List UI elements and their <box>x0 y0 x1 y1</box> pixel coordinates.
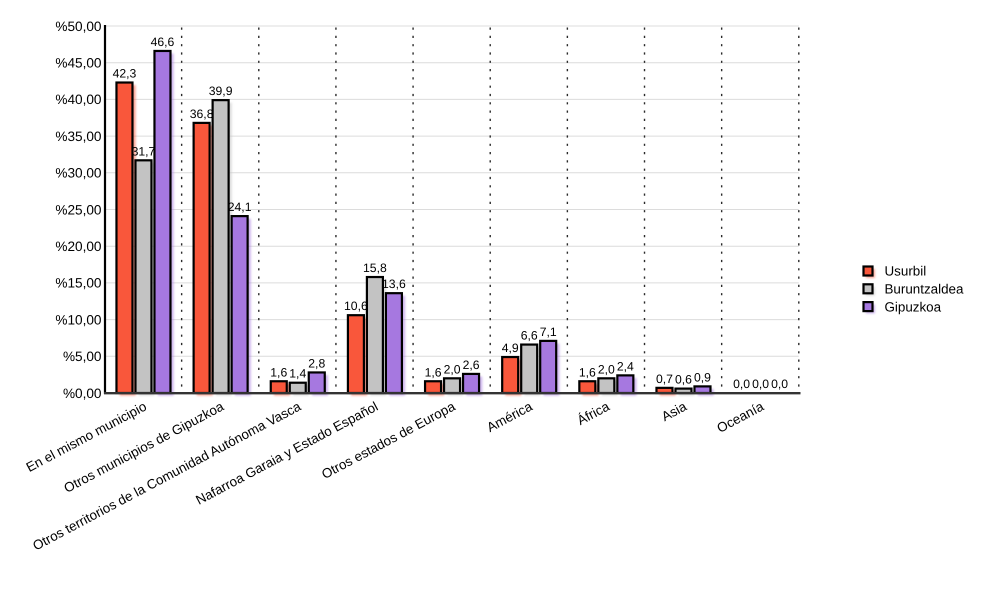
svg-text:%40,00: %40,00 <box>55 92 102 107</box>
svg-text:%20,00: %20,00 <box>55 239 102 254</box>
svg-text:36,8: 36,8 <box>190 107 214 121</box>
svg-text:2,4: 2,4 <box>617 359 634 373</box>
svg-text:%30,00: %30,00 <box>55 166 102 181</box>
svg-text:%5,00: %5,00 <box>63 349 102 364</box>
svg-text:0,6: 0,6 <box>675 373 692 387</box>
svg-text:0,0: 0,0 <box>752 377 769 391</box>
svg-text:%10,00: %10,00 <box>55 312 102 327</box>
svg-text:%35,00: %35,00 <box>55 129 102 144</box>
svg-text:Gipuzkoa: Gipuzkoa <box>885 299 942 314</box>
svg-text:31,7: 31,7 <box>132 144 156 158</box>
svg-text:46,6: 46,6 <box>151 35 175 49</box>
svg-text:%0,00: %0,00 <box>63 386 102 401</box>
svg-text:2,0: 2,0 <box>598 362 615 376</box>
svg-text:0,9: 0,9 <box>694 370 711 384</box>
svg-text:39,9: 39,9 <box>209 84 233 98</box>
svg-text:13,6: 13,6 <box>382 277 406 291</box>
svg-text:42,3: 42,3 <box>113 67 137 81</box>
svg-text:0,7: 0,7 <box>656 372 673 386</box>
svg-text:2,6: 2,6 <box>463 358 480 372</box>
svg-text:%25,00: %25,00 <box>55 202 102 217</box>
svg-text:0,0: 0,0 <box>771 377 788 391</box>
svg-text:1,6: 1,6 <box>579 365 596 379</box>
svg-text:2,0: 2,0 <box>444 362 461 376</box>
svg-text:4,9: 4,9 <box>502 341 519 355</box>
svg-text:2,8: 2,8 <box>308 356 325 370</box>
svg-text:%45,00: %45,00 <box>55 56 102 71</box>
svg-text:1,6: 1,6 <box>425 365 442 379</box>
svg-text:%50,00: %50,00 <box>55 19 102 34</box>
svg-text:24,1: 24,1 <box>228 200 252 214</box>
svg-text:Usurbil: Usurbil <box>885 264 927 279</box>
svg-text:0,0: 0,0 <box>733 377 750 391</box>
svg-text:15,8: 15,8 <box>363 261 387 275</box>
svg-text:Buruntzaldea: Buruntzaldea <box>885 282 964 297</box>
svg-text:10,6: 10,6 <box>344 299 368 313</box>
svg-text:%15,00: %15,00 <box>55 276 102 291</box>
svg-text:1,4: 1,4 <box>289 367 306 381</box>
svg-text:6,6: 6,6 <box>521 329 538 343</box>
svg-text:7,1: 7,1 <box>540 325 557 339</box>
svg-text:1,6: 1,6 <box>270 365 287 379</box>
